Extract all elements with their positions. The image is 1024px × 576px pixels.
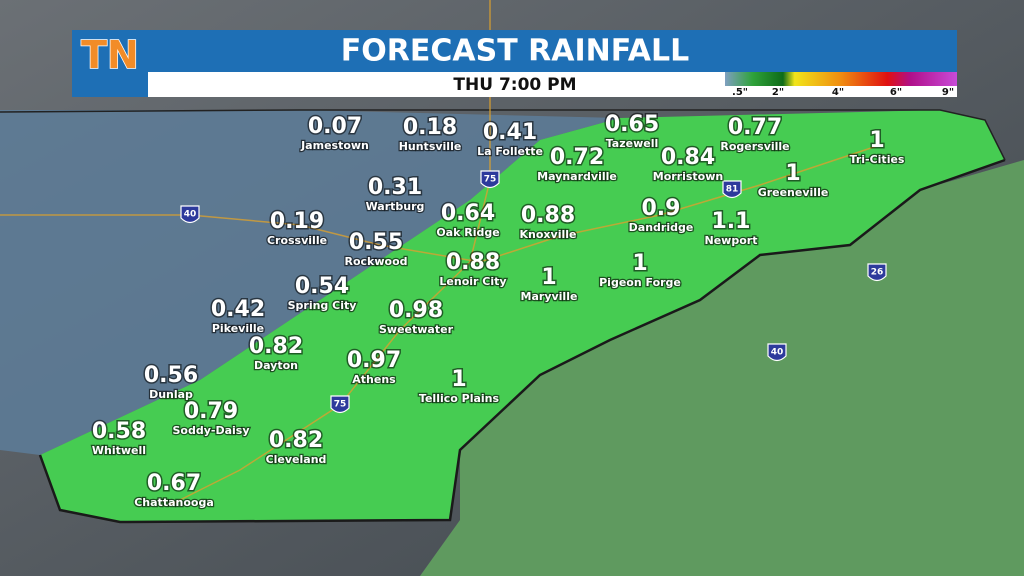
rain-value: 1 (785, 161, 800, 186)
title-bar (72, 30, 957, 72)
city-name: Jamestown (300, 139, 369, 152)
subtitle: THU 7:00 PM (453, 75, 576, 95)
rain-value: 0.58 (92, 419, 146, 444)
state-border (38, 158, 1006, 524)
rain-value: 1.1 (712, 209, 751, 234)
rain-value: 0.55 (349, 230, 403, 255)
city-name: Rockwood (344, 255, 407, 268)
city-name: Whitwell (92, 444, 146, 457)
city-name: Tellico Plains (419, 392, 500, 405)
rain-value: 0.9 (642, 196, 681, 221)
rain-value: 0.98 (389, 298, 443, 323)
city-name: Crossville (267, 234, 327, 247)
interstate-label: 81 (726, 185, 739, 195)
legend-scale (725, 72, 957, 86)
rain-value: 0.65 (605, 112, 659, 137)
rain-value: 0.54 (295, 274, 349, 299)
interstate-shield (480, 170, 500, 189)
city-name: Greeneville (758, 186, 829, 199)
rain-value: 0.88 (521, 203, 575, 228)
interstate-label: 40 (184, 210, 197, 220)
city-name: Newport (705, 234, 758, 247)
rain-value: 0.19 (270, 209, 324, 234)
rain-value: 0.88 (446, 250, 500, 275)
city-name: Sweetwater (379, 323, 454, 336)
city-name: Morristown (653, 170, 723, 183)
legend-label: 2" (772, 87, 784, 98)
city-name: Dayton (254, 359, 298, 372)
legend-label: .5" (732, 87, 748, 98)
rain-value: 1 (451, 367, 466, 392)
light-rain-area (0, 110, 620, 455)
city-name: Soddy-Daisy (172, 424, 249, 437)
rain-value: 0.07 (308, 114, 362, 139)
rain-value: 0.84 (661, 145, 715, 170)
rain-value: 0.79 (184, 399, 238, 424)
city-name: Maynardville (537, 170, 617, 183)
subtitle-bar (72, 72, 725, 97)
rain-value: 0.42 (211, 297, 265, 322)
city-name: La Follette (477, 145, 543, 158)
city-name: Oak Ridge (436, 226, 499, 239)
city-name: Chattanooga (134, 496, 214, 509)
rain-value: 1 (541, 265, 556, 290)
legend-label: 6" (890, 87, 902, 98)
interstate-label: 26 (871, 268, 884, 278)
rain-value: 0.64 (441, 201, 495, 226)
city-name: Knoxville (520, 228, 577, 241)
city-name: Lenoir City (439, 275, 506, 288)
logo: TN (81, 33, 139, 77)
city-name: Cleveland (266, 453, 327, 466)
city-name: Maryville (521, 290, 578, 303)
rain-value: 1 (869, 128, 884, 153)
rain-value: 0.82 (269, 428, 323, 453)
city-name: Athens (352, 373, 396, 386)
rain-value: 0.67 (147, 471, 201, 496)
interstate-label: 75 (334, 400, 347, 410)
city-name: Tazewell (606, 137, 659, 150)
interstate-shield (867, 263, 887, 282)
city-name: Spring City (288, 299, 357, 312)
legend-label: 4" (832, 87, 844, 98)
legend-label: 9" (942, 87, 954, 98)
interstate-shield (722, 180, 742, 199)
city-name: Tri-Cities (850, 153, 905, 166)
rain-value: 1 (632, 251, 647, 276)
interstates: 40 75 81 26 40 75 (180, 170, 887, 414)
rain-value: 0.41 (483, 120, 537, 145)
logo-box (72, 30, 148, 97)
rain-value: 0.77 (728, 115, 782, 140)
rain-value: 0.82 (249, 334, 303, 359)
interstate-shield (330, 395, 350, 414)
city-name: Pigeon Forge (599, 276, 681, 289)
interstate-label: 75 (484, 175, 497, 185)
city-name: Pikeville (212, 322, 264, 335)
rain-value: 0.56 (144, 363, 198, 388)
state-border (0, 109, 1006, 161)
rain-value: 0.31 (368, 175, 422, 200)
city-name: Huntsville (399, 140, 462, 153)
title: FORECAST RAINFALL (341, 34, 689, 69)
city-name: Rogersville (720, 140, 789, 153)
city-name: Dunlap (149, 388, 193, 401)
interstate-shield (767, 343, 787, 362)
interstate-shield (180, 205, 200, 224)
rain-value: 0.97 (347, 348, 401, 373)
city-name: Dandridge (629, 221, 694, 234)
rain-area (40, 110, 1005, 522)
legend: .5" 2" 4" 6" 9" (732, 87, 954, 98)
rain-value: 0.72 (550, 145, 604, 170)
interstate-label: 40 (771, 348, 784, 358)
city-name: Wartburg (366, 200, 425, 213)
rain-value: 0.18 (403, 115, 457, 140)
